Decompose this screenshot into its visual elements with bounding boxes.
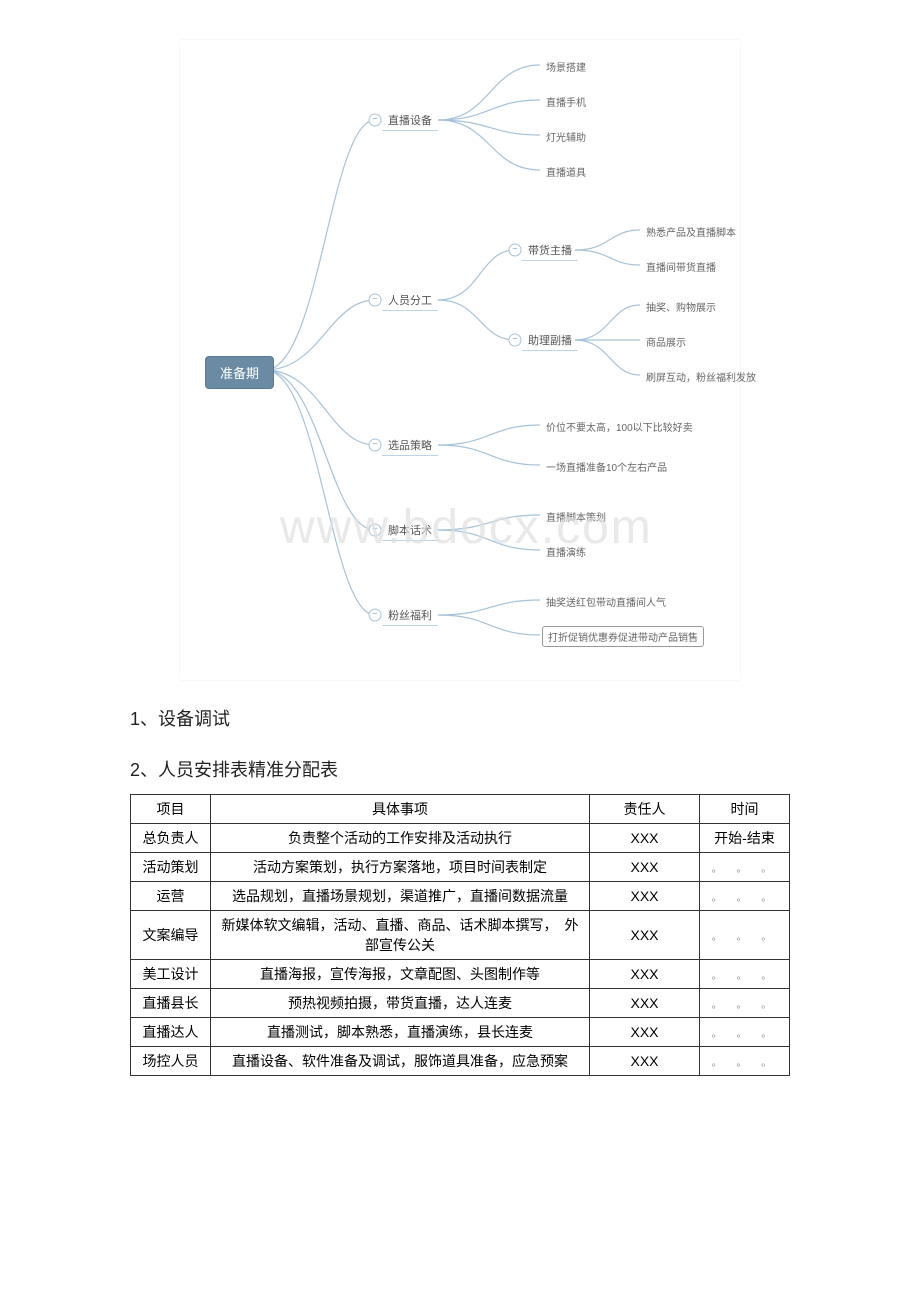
toggle-icon: − <box>369 294 382 307</box>
col-owner: 责任人 <box>590 795 700 824</box>
cell-owner: XXX <box>590 824 700 853</box>
leaf: 直播手机 <box>542 93 590 110</box>
cell-project: 活动策划 <box>131 853 211 882</box>
table-row: 运营选品规划，直播场景规划，渠道推广，直播间数据流量XXX。 。 。 <box>131 882 790 911</box>
col-detail: 具体事项 <box>211 795 590 824</box>
cell-time: 。 。 。 <box>700 853 790 882</box>
leaf: 熟悉产品及直播脚本 <box>642 223 740 240</box>
toggle-icon: − <box>369 524 382 537</box>
branch-label: 脚本话术 <box>382 520 438 541</box>
toggle-icon: − <box>509 244 522 257</box>
cell-detail: 直播设备、软件准备及调试，服饰道具准备，应急预案 <box>211 1047 590 1076</box>
cell-owner: XXX <box>590 989 700 1018</box>
toggle-icon: − <box>369 439 382 452</box>
cell-detail: 预热视频拍摄，带货直播，达人连麦 <box>211 989 590 1018</box>
cell-owner: XXX <box>590 1047 700 1076</box>
leaf: 打折促销优惠券促进带动产品销售 <box>542 626 704 647</box>
leaf: 一场直播准备10个左右产品 <box>542 458 671 475</box>
mindmap-root: 准备期 <box>205 356 274 389</box>
cell-owner: XXX <box>590 1018 700 1047</box>
mindmap-diagram: 准备期 − − − − − − − 直播设备 人员分工 带货主播 助理副播 选品… <box>180 40 740 680</box>
leaf: 场景搭建 <box>542 58 590 75</box>
cell-detail: 负责整个活动的工作安排及活动执行 <box>211 824 590 853</box>
leaf: 价位不要太高，100以下比较好卖 <box>542 418 697 435</box>
toggle-icon: − <box>509 334 522 347</box>
cell-detail: 直播测试，脚本熟悉，直播演练，县长连麦 <box>211 1018 590 1047</box>
cell-detail: 选品规划，直播场景规划，渠道推广，直播间数据流量 <box>211 882 590 911</box>
cell-project: 直播达人 <box>131 1018 211 1047</box>
cell-time: 。 。 。 <box>700 911 790 960</box>
toggle-icon: − <box>369 114 382 127</box>
leaf: 刷屏互动，粉丝福利发放 <box>642 368 760 385</box>
branch-sub-label: 助理副播 <box>522 330 578 351</box>
cell-project: 文案编导 <box>131 911 211 960</box>
branch-label: 粉丝福利 <box>382 605 438 626</box>
heading-2: 2、人员安排表精准分配表 <box>130 756 790 782</box>
col-project: 项目 <box>131 795 211 824</box>
branch-sub-label: 带货主播 <box>522 240 578 261</box>
leaf: 直播脚本策划 <box>542 508 610 525</box>
cell-owner: XXX <box>590 960 700 989</box>
cell-detail: 直播海报，宣传海报，文章配图、头图制作等 <box>211 960 590 989</box>
col-time: 时间 <box>700 795 790 824</box>
cell-time: 。 。 。 <box>700 1018 790 1047</box>
cell-project: 美工设计 <box>131 960 211 989</box>
branch-label: 选品策略 <box>382 435 438 456</box>
cell-project: 总负责人 <box>131 824 211 853</box>
leaf: 直播间带货直播 <box>642 258 720 275</box>
table-header-row: 项目 具体事项 责任人 时间 <box>131 795 790 824</box>
leaf: 抽奖、购物展示 <box>642 298 720 315</box>
leaf: 灯光辅助 <box>542 128 590 145</box>
branch-label: 人员分工 <box>382 290 438 311</box>
heading-1: 1、设备调试 <box>130 705 790 731</box>
leaf: 抽奖送红包带动直播间人气 <box>542 593 670 610</box>
leaf: 直播演练 <box>542 543 590 560</box>
cell-owner: XXX <box>590 853 700 882</box>
cell-owner: XXX <box>590 882 700 911</box>
cell-time: 。 。 。 <box>700 989 790 1018</box>
table-row: 活动策划活动方案策划，执行方案落地，项目时间表制定XXX。 。 。 <box>131 853 790 882</box>
cell-time: 。 。 。 <box>700 882 790 911</box>
leaf: 商品展示 <box>642 333 690 350</box>
cell-detail: 活动方案策划，执行方案落地，项目时间表制定 <box>211 853 590 882</box>
schedule-table: 项目 具体事项 责任人 时间 总负责人负责整个活动的工作安排及活动执行XXX开始… <box>130 794 790 1076</box>
table-row: 直播达人直播测试，脚本熟悉，直播演练，县长连麦XXX。 。 。 <box>131 1018 790 1047</box>
table-row: 直播县长预热视频拍摄，带货直播，达人连麦XXX。 。 。 <box>131 989 790 1018</box>
leaf: 直播道具 <box>542 163 590 180</box>
cell-time: 。 。 。 <box>700 960 790 989</box>
table-row: 文案编导新媒体软文编辑，活动、直播、商品、话术脚本撰写， 外部宣传公关XXX。 … <box>131 911 790 960</box>
cell-detail: 新媒体软文编辑，活动、直播、商品、话术脚本撰写， 外部宣传公关 <box>211 911 590 960</box>
cell-time: 开始-结束 <box>700 824 790 853</box>
table-row: 总负责人负责整个活动的工作安排及活动执行XXX开始-结束 <box>131 824 790 853</box>
branch-label: 直播设备 <box>382 110 438 131</box>
cell-owner: XXX <box>590 911 700 960</box>
cell-project: 直播县长 <box>131 989 211 1018</box>
cell-project: 场控人员 <box>131 1047 211 1076</box>
table-row: 美工设计直播海报，宣传海报，文章配图、头图制作等XXX。 。 。 <box>131 960 790 989</box>
toggle-icon: − <box>369 609 382 622</box>
cell-time: 。 。 。 <box>700 1047 790 1076</box>
cell-project: 运营 <box>131 882 211 911</box>
table-row: 场控人员直播设备、软件准备及调试，服饰道具准备，应急预案XXX。 。 。 <box>131 1047 790 1076</box>
